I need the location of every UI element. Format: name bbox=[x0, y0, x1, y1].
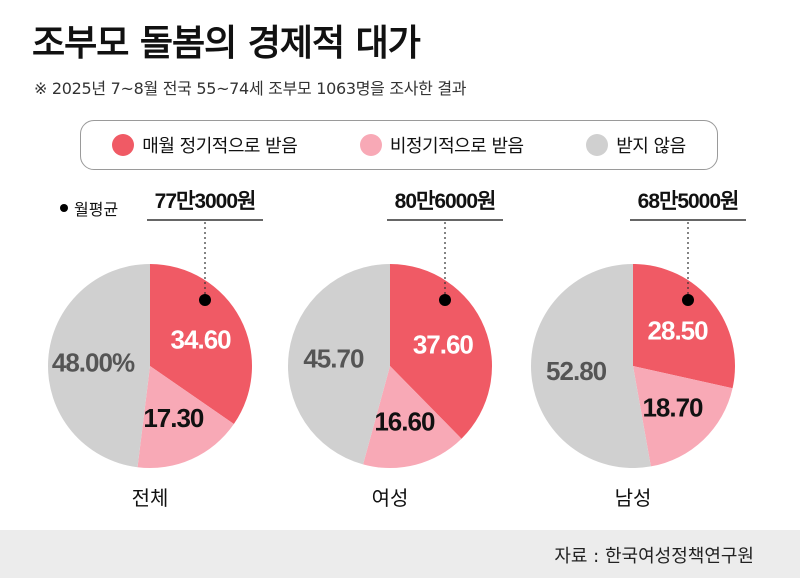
pie-slice-전체-2 bbox=[48, 264, 150, 468]
legend-item-none: 받지 않음 bbox=[586, 132, 686, 158]
legend-item-regular: 매월 정기적으로 받음 bbox=[112, 132, 298, 158]
legend-label-irregular: 비정기적으로 받음 bbox=[389, 136, 524, 157]
pie-slice-남성-1 bbox=[633, 366, 733, 467]
pie-slice-여성-2 bbox=[287, 264, 390, 465]
slice-label-여성-0: 37.60 bbox=[413, 329, 474, 359]
group-label-여성: 여성 bbox=[372, 487, 409, 510]
legend-label-regular: 매월 정기적으로 받음 bbox=[142, 136, 298, 157]
pie-slice-남성-0 bbox=[633, 264, 736, 389]
slice-label-남성-2: 52.80 bbox=[546, 356, 607, 386]
legend-swatch-irregular bbox=[359, 134, 382, 156]
pie-slice-여성-0 bbox=[390, 264, 493, 439]
page-subtitle: ※ 2025년 7~8월 전국 55~74세 조부모 1063명을 조사한 결과 bbox=[34, 79, 467, 98]
footer: 자료 : 한국여성정책연구원 bbox=[0, 530, 800, 578]
pie-slice-남성-2 bbox=[530, 264, 651, 468]
slice-label-전체-2: 48.00% bbox=[52, 347, 135, 377]
page-title: 조부모 돌봄의 경제적 대가 bbox=[32, 23, 421, 64]
legend-swatch-regular bbox=[112, 134, 135, 156]
slice-label-전체-1: 17.30 bbox=[143, 403, 204, 433]
monthly-average-label: 월평균 bbox=[60, 196, 118, 220]
group-label-전체: 전체 bbox=[132, 487, 169, 510]
avg-value-여성: 80만6000원 bbox=[395, 190, 496, 213]
slice-label-전체-0: 34.60 bbox=[171, 324, 232, 354]
pie-slice-전체-1 bbox=[137, 366, 234, 468]
chart-legend: 매월 정기적으로 받음 비정기적으로 받음 받지 않음 bbox=[80, 120, 718, 170]
avg-marker-여성 bbox=[439, 294, 451, 306]
monthly-average-text: 월평균 bbox=[74, 200, 119, 219]
legend-item-irregular: 비정기적으로 받음 bbox=[359, 132, 524, 158]
legend-label-none: 받지 않음 bbox=[616, 136, 686, 157]
avg-marker-남성 bbox=[682, 294, 694, 306]
slice-label-여성-1: 16.60 bbox=[374, 406, 435, 436]
slice-label-남성-1: 18.70 bbox=[642, 392, 703, 422]
avg-marker-icon bbox=[60, 204, 68, 212]
group-label-남성: 남성 bbox=[615, 487, 652, 510]
slice-label-여성-2: 45.70 bbox=[303, 343, 364, 373]
source-note: 자료 : 한국여성정책연구원 bbox=[554, 546, 754, 567]
pie-slice-전체-0 bbox=[150, 264, 252, 425]
avg-value-전체: 77만3000원 bbox=[155, 190, 256, 213]
legend-swatch-none bbox=[586, 134, 609, 156]
slice-label-남성-0: 28.50 bbox=[648, 315, 709, 345]
avg-value-남성: 68만5000원 bbox=[638, 190, 739, 213]
pie-slice-여성-1 bbox=[363, 366, 462, 468]
avg-marker-전체 bbox=[199, 294, 211, 306]
